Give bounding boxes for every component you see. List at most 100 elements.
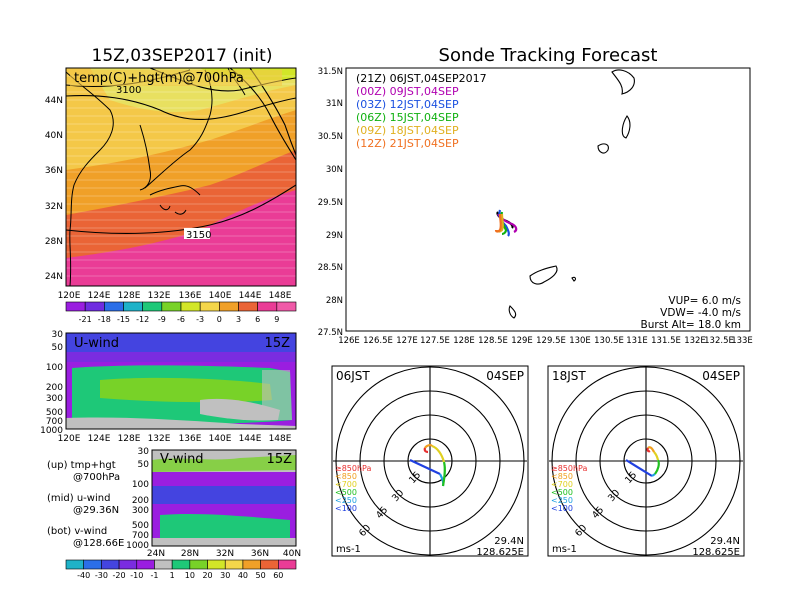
- colorbar-swatch: [101, 559, 120, 570]
- track-lat-ticks: 31.5N 31N 30.5N 30N 29.5N 29N 28.5N 28N …: [318, 67, 343, 338]
- colorbar-label: 10: [185, 571, 195, 580]
- pressure-tick: 300: [132, 506, 149, 516]
- u-wind-time: 15Z: [265, 336, 291, 351]
- temperature-field: [66, 68, 296, 286]
- track-12z: [494, 213, 502, 233]
- lon-tick: 129.5E: [536, 336, 566, 346]
- colorbar-swatch: [278, 559, 297, 570]
- lon-tick: 129E: [511, 336, 533, 346]
- lon-tick: 132E: [148, 291, 171, 301]
- map-title: 15Z,03SEP2017 (init): [92, 46, 273, 66]
- track-title: Sonde Tracking Forecast: [439, 45, 658, 66]
- lon-tick: 124E: [88, 434, 111, 444]
- lat-tick: 32N: [45, 202, 63, 212]
- hodo-line-sfc: [423, 447, 429, 454]
- colorbar-swatch: [219, 301, 239, 312]
- level-label: ≥850hPa: [551, 464, 588, 473]
- level-label: <100: [335, 504, 357, 513]
- colorbar-swatch: [238, 301, 258, 312]
- lon-tick: 130E: [569, 336, 591, 346]
- polar-panel-2: 18JST 04SEP 15 30 45 60 ≥850hPa <850 <70…: [547, 365, 745, 558]
- polar-date: 04SEP: [702, 369, 740, 383]
- pressure-tick: 700: [46, 417, 63, 427]
- note-line: (bot) v-wind: [47, 526, 107, 537]
- lon-tick: 127.5E: [420, 336, 450, 346]
- pressure-tick: 50: [138, 460, 150, 470]
- hodo-line-700: [431, 444, 446, 463]
- lat-tick: 28N: [326, 296, 343, 306]
- colorbar-swatch: [171, 559, 191, 570]
- lon-tick: 136E: [179, 434, 202, 444]
- colorbar-label: 6: [255, 315, 260, 324]
- colorbar-swatch: [65, 301, 86, 312]
- pressure-tick: 500: [132, 521, 149, 531]
- wind-colorbar: -40 -30 -20 -10 -1 1 10 20 30 40 50 60: [65, 559, 297, 580]
- colorbar-label: -21: [79, 315, 92, 324]
- map-field-label: temp(C)+hgt(m)@700hPa: [74, 71, 244, 86]
- lon-tick: 144E: [239, 434, 262, 444]
- colorbar-swatch: [260, 559, 279, 570]
- colorbar-label: -12: [136, 315, 149, 324]
- lat-tick: 28.5N: [318, 263, 343, 273]
- colorbar-swatch: [224, 559, 244, 570]
- colorbar-swatch: [276, 301, 297, 312]
- lat-tick: 40N: [283, 549, 301, 559]
- colorbar-swatch: [242, 559, 261, 570]
- lat-tick: 29.5N: [318, 198, 343, 208]
- hodo-line-850: [647, 446, 655, 453]
- pressure-tick: 30: [52, 330, 64, 340]
- colorbar-label: -18: [98, 315, 111, 324]
- track-legend: (21Z) 06JST,04SEP2017 (00Z) 09JST,04SEP …: [356, 72, 487, 150]
- lon-tick: 140E: [209, 434, 232, 444]
- level-label: <850: [551, 472, 573, 481]
- pressure-tick: 200: [132, 496, 149, 506]
- v-wind-y-ticks: 30 50 100 200 300 500 700 1000: [126, 447, 149, 551]
- pressure-tick: 100: [132, 480, 149, 490]
- lon-tick: 132.5E: [704, 336, 734, 346]
- v-wind-panel: V-wind 15Z 30 50 100 200 300 500 700 100…: [126, 447, 301, 559]
- lat-tick: 30.5N: [318, 132, 343, 142]
- polar-time: 06JST: [336, 369, 370, 383]
- colorbar-swatch: [118, 559, 138, 570]
- legend-entry: (06Z) 15JST,04SEP: [356, 111, 459, 124]
- lat-tick: 27.5N: [318, 328, 343, 338]
- colorbar-swatch: [207, 559, 226, 570]
- level-label: <250: [335, 496, 357, 505]
- lon-tick: 131E: [626, 336, 648, 346]
- lat-tick: 32N: [216, 549, 234, 559]
- level-label: <700: [551, 480, 573, 489]
- colorbar-swatch: [136, 559, 155, 570]
- lat-tick: 28N: [181, 549, 199, 559]
- lon-tick: 120E: [58, 291, 81, 301]
- colorbar-swatch: [142, 301, 163, 312]
- temperature-map-panel: 15Z,03SEP2017 (init): [45, 46, 297, 324]
- pressure-tick: 700: [132, 531, 149, 541]
- u-wind-panel: U-wind 15Z 30 50 100 200 300 500 700 100…: [40, 330, 297, 444]
- pressure-tick: 300: [46, 394, 63, 404]
- lon-tick: 127E: [396, 336, 418, 346]
- colorbar-swatch: [84, 301, 105, 312]
- islands: [508, 69, 635, 319]
- lat-tick: 44N: [45, 96, 63, 106]
- pressure-tick: 1000: [40, 426, 63, 436]
- lon-tick: 130.5E: [594, 336, 624, 346]
- colorbar-swatch: [161, 301, 182, 312]
- lon-tick: 128E: [118, 434, 141, 444]
- pressure-tick: 500: [46, 408, 63, 418]
- v-wind-label: V-wind: [160, 452, 204, 467]
- lon-tick: 132E: [684, 336, 706, 346]
- polar-lon: 128.625E: [476, 547, 524, 558]
- lon-tick: 126.5E: [363, 336, 393, 346]
- lat-tick: 40N: [45, 131, 63, 141]
- colorbar-swatch: [65, 559, 84, 570]
- lon-tick: 148E: [269, 291, 292, 301]
- polar-lat: 29.4N: [710, 536, 740, 547]
- polar-unit: ms-1: [552, 544, 577, 555]
- colorbar-label: 40: [238, 571, 248, 580]
- u-wind-label: U-wind: [74, 336, 119, 351]
- level-label: <500: [551, 488, 573, 497]
- colorbar-label: -15: [117, 315, 130, 324]
- lon-tick: 133E: [731, 336, 753, 346]
- polar-lon: 128.625E: [692, 547, 740, 558]
